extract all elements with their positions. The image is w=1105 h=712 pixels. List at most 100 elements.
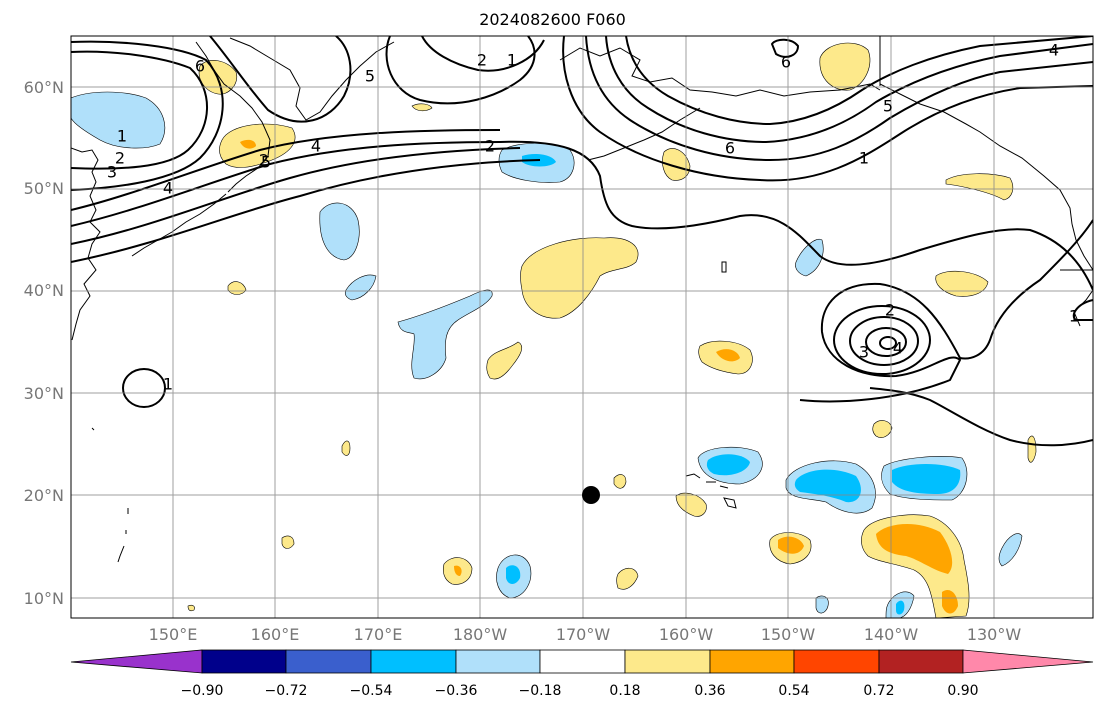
anomaly-positive <box>675 492 707 517</box>
anomaly-positive <box>613 474 627 489</box>
contour-line <box>605 36 1093 144</box>
lon-label-160w: 160°W <box>658 625 714 644</box>
lat-label-40: 40°N <box>23 281 64 300</box>
colorbar-segment <box>878 649 964 674</box>
contour-label: 3 <box>107 163 117 182</box>
colorbar-tick-label: 0.36 <box>694 683 726 699</box>
contour-line <box>71 50 208 170</box>
anomaly-positive <box>778 536 804 554</box>
anomaly-negative <box>706 454 750 476</box>
contour-label: 4 <box>1049 41 1059 60</box>
contour-line <box>209 36 352 123</box>
contour-label: 4 <box>163 179 173 198</box>
anomaly-positive <box>520 237 639 319</box>
contour-label: 4 <box>311 137 321 156</box>
contour-label: 4 <box>893 339 903 358</box>
coastline-aleutians <box>587 107 701 161</box>
contour-label: 3 <box>859 343 869 362</box>
island <box>117 508 129 563</box>
anomaly-positive <box>341 440 351 456</box>
contour-label: 1 <box>859 149 869 168</box>
anomaly-positive <box>187 604 195 612</box>
contour-label: 5 <box>365 67 375 86</box>
anomaly-positive <box>240 139 256 149</box>
contour-label: 1 <box>117 127 127 146</box>
contour-line <box>71 147 521 245</box>
anomaly-negative <box>344 274 377 301</box>
anomaly-positive <box>1027 435 1037 463</box>
contour-line <box>562 36 1093 182</box>
lon-label-160e: 160°E <box>250 625 300 644</box>
colorbar-tick-label: −0.54 <box>349 683 393 699</box>
colorbar <box>70 649 1094 674</box>
colorbar-extend-min <box>70 649 203 674</box>
map-title: 2024082600 F060 <box>479 10 626 29</box>
colorbar-tick-label: −0.18 <box>518 683 562 699</box>
contour-line <box>585 36 1093 162</box>
anomaly-negative <box>506 565 521 584</box>
contour-labels: 6 2 1 5 2 1 2 3 4 5 4 2 6 6 5 1 4 1 2 3 … <box>107 41 1079 394</box>
map-area: 6 2 1 5 2 1 2 3 4 5 4 2 6 6 5 1 4 1 2 3 … <box>71 36 1093 618</box>
anomaly-positive <box>942 589 958 614</box>
anomaly-positive <box>486 341 523 380</box>
lat-label-10: 10°N <box>23 589 64 608</box>
lon-label-140w: 140°W <box>863 625 919 644</box>
colorbar-tick-label: 0.72 <box>863 683 895 699</box>
anomaly-negative <box>794 469 861 503</box>
map-frame <box>70 35 1094 619</box>
lon-label-150w: 150°W <box>760 625 816 644</box>
colorbar-extend-max <box>962 649 1094 674</box>
contour-line <box>499 140 1093 291</box>
anomaly-negative <box>815 595 829 614</box>
contour-line <box>770 38 800 58</box>
coastline-kuril <box>131 193 227 257</box>
anomaly-positive <box>945 173 1014 201</box>
anomaly-positive <box>281 535 295 549</box>
contour-line <box>122 368 166 408</box>
contour-line <box>849 316 919 366</box>
colorbar-tick-label: 0.18 <box>609 683 641 699</box>
contour-line <box>879 336 897 350</box>
contour-line <box>869 387 1093 447</box>
contour-label: 6 <box>195 57 205 76</box>
contour-label: 1 <box>163 375 173 394</box>
coastline-siberia <box>229 37 395 121</box>
lat-label-50: 50°N <box>23 179 64 198</box>
anomaly-positive <box>616 567 639 590</box>
contour-line <box>833 305 931 375</box>
anomaly-negative <box>998 533 1023 567</box>
contour-label: 5 <box>883 97 893 116</box>
coastline-bc <box>879 83 1073 225</box>
anomaly-positive <box>411 103 433 112</box>
contour-label: 6 <box>725 139 735 158</box>
contour-label: 2 <box>115 149 125 168</box>
lat-label-60: 60°N <box>23 78 64 97</box>
anomaly-negative <box>71 91 166 149</box>
anomaly-negative <box>892 464 961 494</box>
contour-label: 2 <box>477 51 487 70</box>
contour-line <box>421 36 545 72</box>
lat-label-30: 30°N <box>23 384 64 403</box>
colorbar-segment <box>624 649 711 674</box>
lon-label-170e: 170°E <box>353 625 403 644</box>
island-hawaii <box>685 473 737 509</box>
contour-line <box>625 36 1093 126</box>
contour-label: 6 <box>781 53 791 72</box>
location-marker <box>582 486 600 504</box>
anomaly-negative <box>319 202 360 261</box>
contour-line <box>1072 299 1093 321</box>
colorbar-segment <box>793 649 880 674</box>
anomaly-negative <box>896 600 905 615</box>
contour-label: 1 <box>507 51 517 70</box>
colorbar-tick-label: −0.36 <box>434 683 478 699</box>
coastline-asia <box>71 147 101 341</box>
anomaly-positive <box>454 565 462 576</box>
contour-line <box>71 129 501 211</box>
colorbar-segment <box>539 649 626 674</box>
colorbar-segment <box>285 649 372 674</box>
colorbar-segment <box>455 649 541 674</box>
anomaly-positive <box>662 148 691 181</box>
contour-line <box>799 219 1093 403</box>
anomaly-positive <box>876 523 953 574</box>
